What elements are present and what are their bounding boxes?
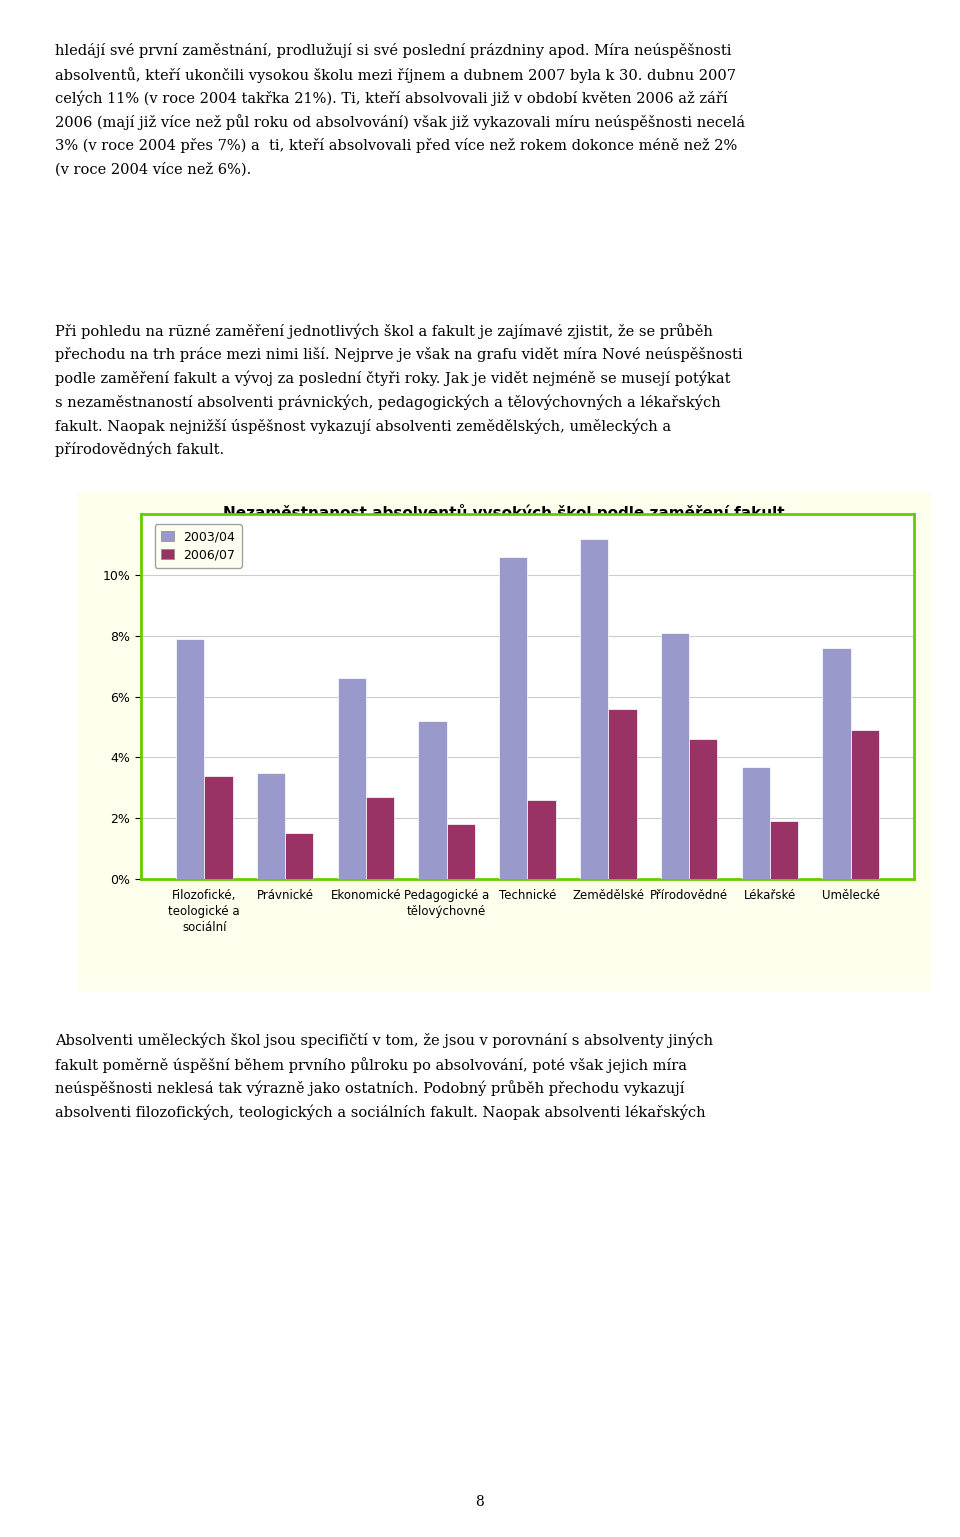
Bar <box>366 796 395 879</box>
Bar <box>742 767 770 879</box>
Bar <box>851 730 879 879</box>
Bar <box>527 799 556 879</box>
Bar <box>580 538 609 879</box>
Bar <box>609 709 636 879</box>
Text: přírodovědných fakult.: přírodovědných fakult. <box>55 443 224 458</box>
Text: 2006 (mají již více než půl roku od absolvování) však již vykazovali míru neúspě: 2006 (mají již více než půl roku od abso… <box>55 114 745 131</box>
Bar <box>176 639 204 879</box>
Text: neúspěšnosti neklesá tak výrazně jako ostatních. Podobný průběh přechodu vykazuj: neúspěšnosti neklesá tak výrazně jako os… <box>55 1081 684 1096</box>
Text: Nezaměstnanost absolventů vysokých škol podle zaměření fakult: Nezaměstnanost absolventů vysokých škol … <box>223 504 785 521</box>
Text: absolventi filozofických, teologických a sociálních fakult. Naopak absolventi lé: absolventi filozofických, teologických a… <box>55 1104 706 1120</box>
Bar <box>499 556 527 879</box>
Text: podle zaměření fakult a vývoj za poslední čtyři roky. Jak je vidět nejméně se mu: podle zaměření fakult a vývoj za posledn… <box>55 370 731 386</box>
Text: 3% (v roce 2004 přes 7%) a  ti, kteří absolvovali před více než rokem dokonce mé: 3% (v roce 2004 přes 7%) a ti, kteří abs… <box>55 138 737 154</box>
Text: Absolventi uměleckých škol jsou specifičtí v tom, že jsou v porovnání s absolven: Absolventi uměleckých škol jsou specifič… <box>55 1033 713 1048</box>
Bar <box>770 821 798 879</box>
Bar <box>660 633 689 879</box>
Bar <box>823 649 851 879</box>
Text: s nezaměstnaností absolventi právnických, pedagogických a tělovýchovných a lékař: s nezaměstnaností absolventi právnických… <box>55 393 720 410</box>
Text: (v roce 2004 více než 6%).: (v roce 2004 více než 6%). <box>55 163 251 177</box>
Text: Míra nové neúspěšnosti, 2003/04 a 2006/07: Míra nové neúspěšnosti, 2003/04 a 2006/0… <box>349 529 659 543</box>
Bar <box>338 678 366 879</box>
Bar <box>204 776 232 879</box>
Text: hledájí své první zaměstnání, prodlužují si své poslední prázdniny apod. Míra ne: hledájí své první zaměstnání, prodlužují… <box>55 43 732 58</box>
Bar <box>419 721 446 879</box>
Text: celých 11% (v roce 2004 takřka 21%). Ti, kteří absolvovali již v období květen 2: celých 11% (v roce 2004 takřka 21%). Ti,… <box>55 91 728 106</box>
Bar <box>689 739 717 879</box>
Bar <box>257 773 285 879</box>
Legend: 2003/04, 2006/07: 2003/04, 2006/07 <box>155 524 242 567</box>
Bar <box>446 824 475 879</box>
Text: absolventů, kteří ukončili vysokou školu mezi říjnem a dubnem 2007 byla k 30. du: absolventů, kteří ukončili vysokou školu… <box>55 66 735 83</box>
Bar <box>285 833 313 879</box>
Text: Při pohledu na rūzné zaměření jednotlivých škol a fakult je zajímavé zjistit, že: Při pohledu na rūzné zaměření jednotlivý… <box>55 323 712 338</box>
Text: fakult. Naopak nejnižší úspěšnost vykazují absolventi zemědělských, uměleckých a: fakult. Naopak nejnižší úspěšnost vykazu… <box>55 418 671 433</box>
Text: 8: 8 <box>475 1496 485 1509</box>
Text: přechodu na trh práce mezi nimi liší. Nejprve je však na grafu vidět míra Nové n: přechodu na trh práce mezi nimi liší. Ne… <box>55 346 742 361</box>
Text: fakult poměrně úspěšní během prvního půlroku po absolvování, poté však jejich mí: fakult poměrně úspěšní během prvního půl… <box>55 1057 686 1073</box>
